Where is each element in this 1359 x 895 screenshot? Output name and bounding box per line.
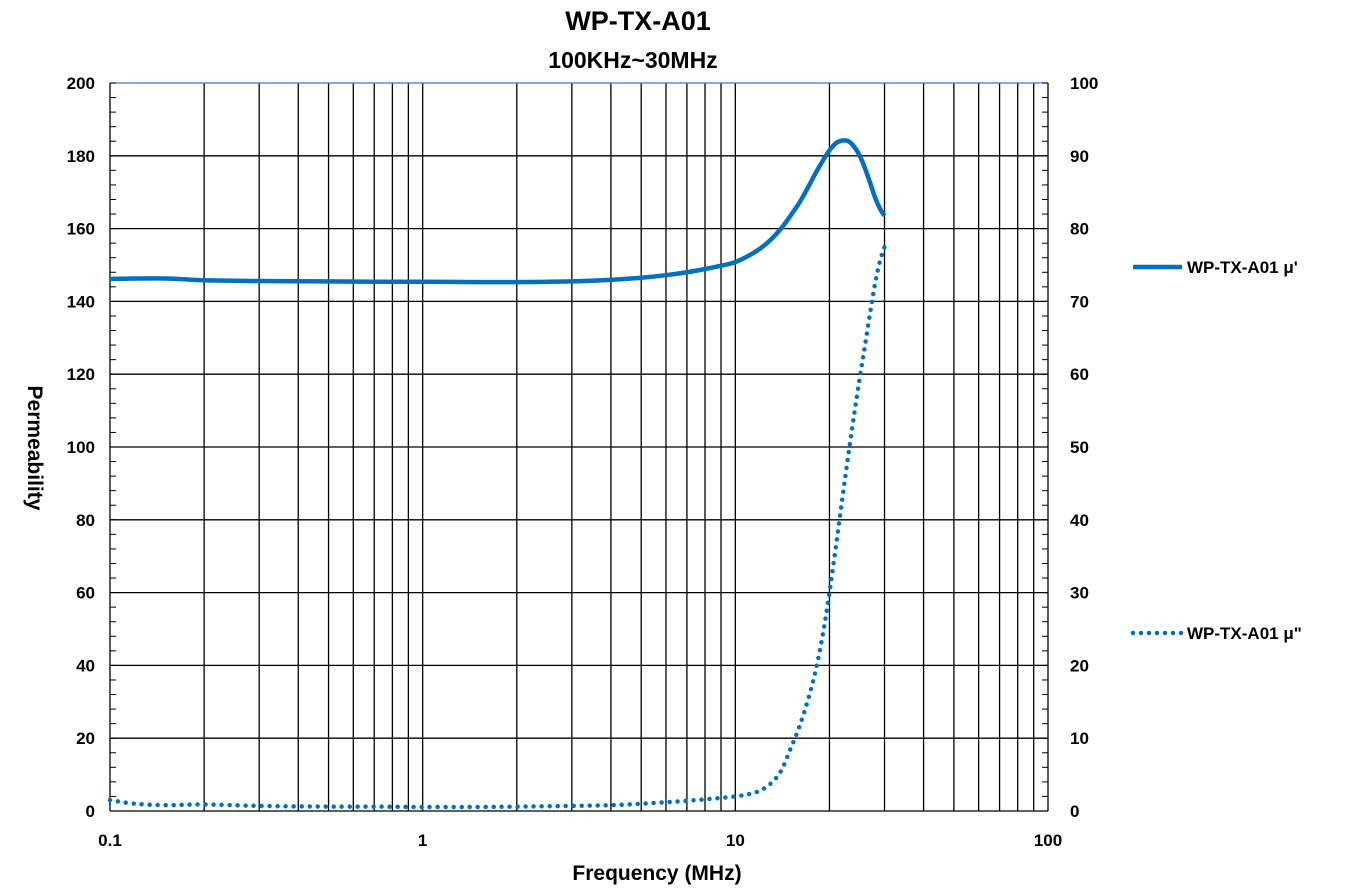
y2-tick-label: 20	[1070, 656, 1089, 675]
x-tick-label: 1	[418, 831, 427, 850]
y-tick-label: 20	[76, 729, 95, 748]
chart-title: WP-TX-A01	[565, 6, 711, 36]
series-line-mu-double-prime	[107, 244, 887, 810]
y2-tick-label: 40	[1070, 511, 1089, 530]
y2-tick-label: 60	[1070, 365, 1089, 384]
legend-label-mu-prime: WP-TX-A01 μ'	[1187, 258, 1298, 277]
x-axis-title: Frequency (MHz)	[572, 862, 741, 885]
y-tick-label: 80	[76, 511, 95, 530]
y-tick-label: 200	[67, 74, 95, 93]
legend: WP-TX-A01 μ' WP-TX-A01 μ"	[1130, 258, 1302, 643]
y2-tick-label: 100	[1070, 74, 1098, 93]
legend-item-mu-prime: WP-TX-A01 μ'	[1133, 258, 1298, 277]
x-tick-label: 10	[726, 831, 745, 850]
y-tick-label: 40	[76, 656, 95, 675]
y2-tick-label: 80	[1070, 220, 1089, 239]
legend-label-mu-double-prime: WP-TX-A01 μ"	[1187, 624, 1302, 643]
y2-tick-label: 90	[1070, 147, 1089, 166]
y-axis-title: Permeability	[23, 386, 46, 511]
y-tick-label: 160	[67, 220, 95, 239]
grid	[110, 82, 1048, 811]
y-tick-label: 60	[76, 584, 95, 603]
chart-subtitle: 100KHz~30MHz	[548, 47, 717, 73]
y2-tick-label: 10	[1070, 729, 1089, 748]
y-tick-label: 180	[67, 147, 95, 166]
y-tick-label: 100	[67, 438, 95, 457]
y2-tick-label: 0	[1070, 802, 1079, 821]
y-tick-label: 0	[86, 802, 95, 821]
y2-tick-label: 70	[1070, 292, 1089, 311]
y-tick-label: 140	[67, 292, 95, 311]
x-tick-label: 0.1	[98, 831, 122, 850]
y-tick-label: 120	[67, 365, 95, 384]
y2-tick-label: 30	[1070, 584, 1089, 603]
axes	[109, 82, 1049, 812]
series-lines	[107, 138, 887, 810]
series-line-mu-prime	[109, 138, 887, 285]
legend-item-mu-double-prime: WP-TX-A01 μ"	[1130, 624, 1302, 643]
x-tick-label: 100	[1034, 831, 1062, 850]
tick-labels: 0204060801001201401601802000102030405060…	[67, 74, 1099, 850]
y2-tick-label: 50	[1070, 438, 1089, 457]
